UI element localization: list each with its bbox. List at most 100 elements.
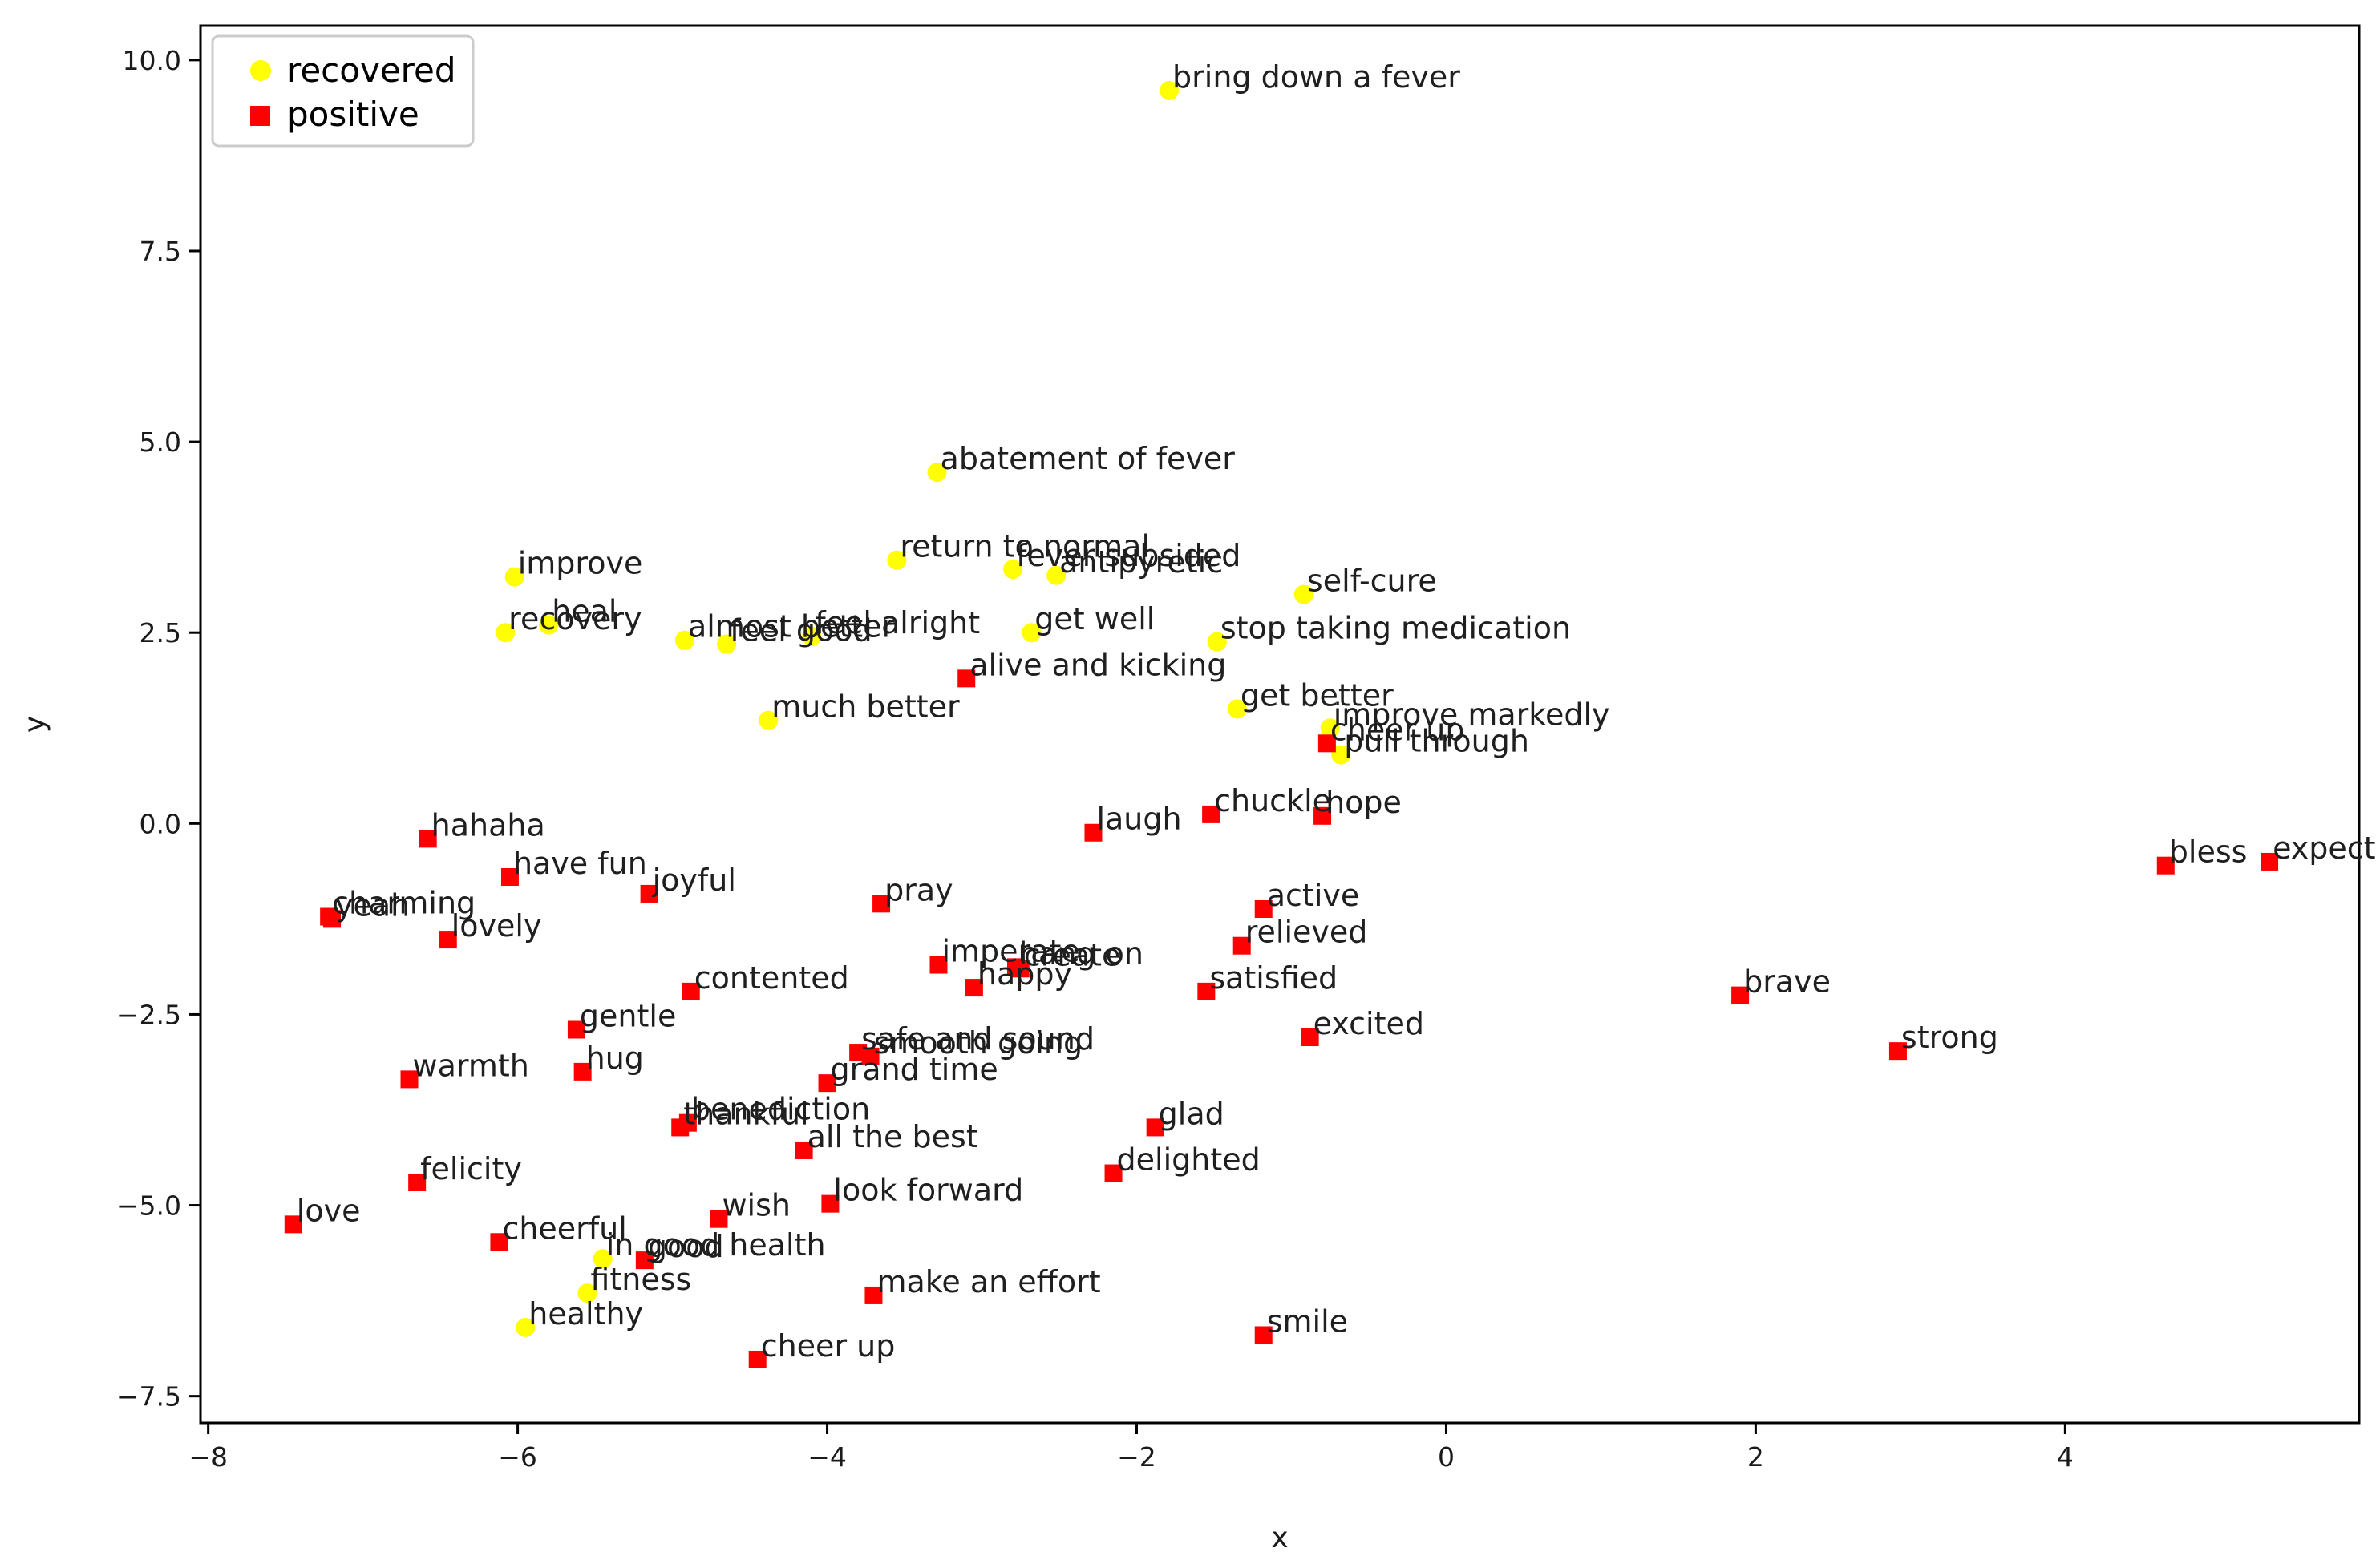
point-positive [1197,982,1216,1000]
point-label: get better [1241,677,1394,713]
point-positive [1301,1028,1319,1047]
point-label: look forward [833,1173,1023,1208]
point-positive [320,907,338,926]
point-recovered [516,1317,536,1337]
point-label: relieved [1245,915,1368,950]
point-positive [500,867,519,886]
y-tick-label: −7.5 [117,1381,181,1412]
point-positive [573,1062,592,1081]
point-recovered [496,623,516,643]
point-label: heal [552,594,617,629]
point-positive [748,1350,767,1368]
y-tick-label: 5.0 [140,426,181,458]
point-positive [567,1020,585,1039]
point-label: healthy [528,1296,643,1332]
point-positive [872,895,891,913]
point-label: stop taking medication [1220,611,1571,646]
x-tick-label: −6 [498,1441,537,1473]
point-label: grand time [831,1052,998,1087]
point-label: alive and kicking [969,647,1226,682]
point-label: much better [771,689,960,725]
point-positive [419,830,437,848]
point-label: excited [1313,1006,1424,1041]
point-positive [795,1141,813,1159]
x-tick-label: 0 [1438,1441,1455,1473]
point-label: happy [978,956,1072,992]
legend-label-recovered: recovered [287,51,456,90]
legend-marker-positive [250,106,270,126]
point-recovered [717,634,737,654]
point-positive [710,1210,728,1228]
point-label: glad [1159,1096,1224,1131]
y-tick-label: 0.0 [140,808,181,839]
point-recovered [675,630,695,650]
point-label: lovely [451,908,542,944]
point-label: in good health [606,1227,826,1263]
point-label: chuckle [1214,783,1331,818]
point-label: imperate [941,934,1079,969]
point-recovered [1022,623,1042,643]
point-label: contented [694,960,849,996]
point-label: gentle [580,998,676,1033]
point-label: improve [518,546,643,581]
point-label: cheer up [1330,712,1465,747]
point-positive [1731,986,1750,1004]
point-label: cheer up [761,1328,896,1364]
point-label: laugh [1096,802,1181,837]
point-positive [2156,856,2175,875]
y-tick-label: 10.0 [123,45,181,76]
point-label: strong [1901,1020,1998,1055]
point-label: recovery [508,601,642,636]
point-positive [490,1233,508,1251]
point-labels: bring down a fever abatement of fever impr… [297,59,2376,1364]
point-positive [1232,936,1251,955]
point-positive [1084,823,1103,842]
point-label: make an effort [876,1264,1100,1299]
point-label: thankful [683,1096,808,1131]
point-label: create [1024,937,1121,972]
point-label: return to normal [900,529,1150,564]
point-positive [1146,1118,1164,1137]
point-label: self-cure [1307,564,1437,599]
point-label: all the best [808,1119,978,1154]
point-positive [1202,805,1220,823]
point-label: get well [1034,601,1155,636]
point-label: fever subsided [1016,538,1241,573]
point-label: abatement of fever [941,441,1236,476]
point-label: smile [1267,1303,1348,1339]
point-positive [284,1215,302,1234]
point-label: bring down a fever [1172,59,1460,95]
point-recovered [504,567,524,587]
x-axis-ticks: −8 −6 −4 −2 0 2 4 [188,1423,2074,1473]
point-recovered [887,550,907,570]
legend-box [211,34,475,148]
point-positive [957,669,976,688]
point-positive [640,884,658,903]
point-recovered [759,710,779,730]
legend: recovered positive [211,34,475,148]
point-label: feel alright [815,605,980,641]
plot-frame [199,24,2361,1425]
point-label: wish [722,1188,791,1223]
point-label: fitness [590,1262,691,1297]
point-positive [864,1286,883,1304]
point-label: smooth going [874,1025,1083,1061]
point-label: expect [2273,830,2376,866]
point-positive [1011,960,1030,978]
point-label: improve markedly [1334,697,1610,732]
point-positive [678,1113,697,1132]
point-label: active [1267,878,1360,913]
point-positive [1888,1042,1907,1061]
y-axis-ticks: −7.5 −5.0 −2.5 0.0 2.5 5.0 7.5 10.0 [117,45,200,1412]
point-positive [821,1194,840,1213]
x-axis-label: x [1271,1522,1288,1554]
point-recovered [1320,718,1340,738]
point-positive [861,1047,880,1065]
point-label: delighted [1117,1142,1261,1178]
point-recovered [1003,560,1023,580]
point-positive [818,1074,836,1093]
point-label: yeah [335,887,410,923]
point-recovered [577,1283,597,1303]
y-tick-label: 2.5 [140,617,181,649]
